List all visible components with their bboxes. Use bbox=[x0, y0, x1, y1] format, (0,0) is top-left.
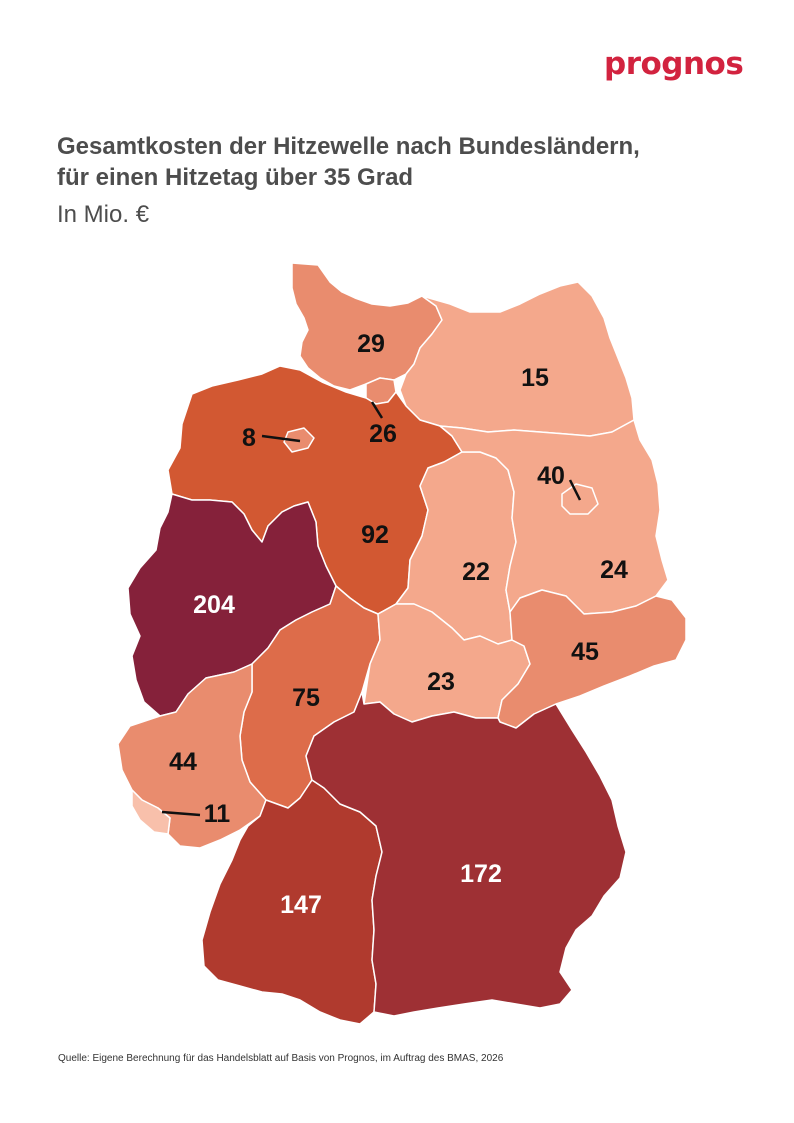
value-label-bayern: 172 bbox=[460, 860, 502, 888]
value-label-schleswig-holstein: 29 bbox=[357, 330, 385, 358]
value-label-sachsen-anhalt: 22 bbox=[462, 558, 490, 586]
value-label-berlin: 40 bbox=[537, 462, 565, 490]
value-label-mecklenburg-vorpommern: 15 bbox=[521, 364, 549, 392]
leader-line-berlin bbox=[568, 479, 582, 501]
region-sachsen bbox=[497, 589, 687, 729]
source-note: Quelle: Eigene Berechnung für das Handel… bbox=[58, 1053, 504, 1064]
value-label-hessen: 75 bbox=[292, 684, 320, 712]
value-label-hamburg: 26 bbox=[369, 420, 397, 448]
map-title-line-2: für einen Hitzetag über 35 Grad bbox=[57, 164, 414, 191]
leader-line-saarland bbox=[161, 810, 201, 817]
value-label-nordrhein-westfalen: 204 bbox=[193, 591, 235, 619]
region-bayern bbox=[305, 691, 627, 1017]
value-label-rheinland-pfalz: 44 bbox=[169, 748, 197, 776]
map-subtitle: In Mio. € bbox=[57, 201, 150, 228]
value-label-brandenburg: 24 bbox=[600, 556, 628, 584]
map-title-line-1: Gesamtkosten der Hitzewelle nach Bundesl… bbox=[57, 133, 640, 160]
leader-line-bremen bbox=[261, 434, 301, 443]
value-label-sachsen: 45 bbox=[571, 638, 599, 666]
value-label-niedersachsen: 92 bbox=[361, 521, 389, 549]
value-label-baden-wuerttemberg: 147 bbox=[280, 891, 322, 919]
value-label-saarland: 11 bbox=[204, 800, 231, 828]
leader-line-hamburg bbox=[370, 401, 384, 419]
region-mecklenburg-vorpommern bbox=[399, 281, 635, 437]
region-saarland bbox=[131, 789, 171, 835]
map-title: Gesamtkosten der Hitzewelle nach Bundesl… bbox=[57, 131, 757, 193]
prognos-logo: prognos bbox=[604, 46, 744, 82]
value-label-bremen: 8 bbox=[242, 424, 256, 452]
value-label-thueringen: 23 bbox=[427, 668, 455, 696]
